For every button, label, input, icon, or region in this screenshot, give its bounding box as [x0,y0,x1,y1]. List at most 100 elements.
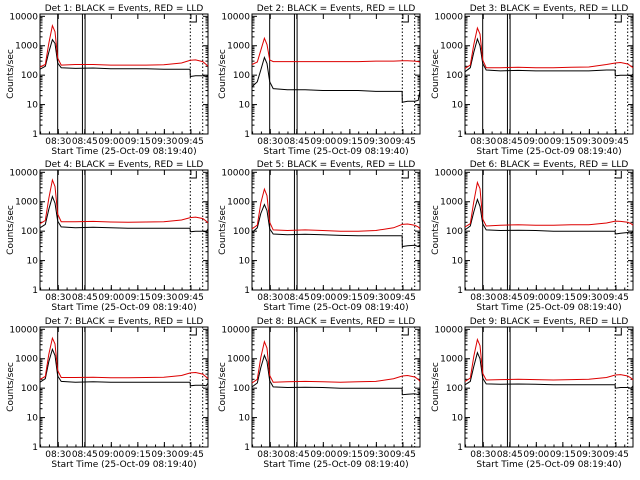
y-tick-label: 10000 [9,168,38,178]
y-tick-label: 10 [239,257,251,267]
series-line-events [251,353,421,396]
y-tick-label: 1000 [15,198,38,208]
x-tick-label: 09:15 [337,137,363,147]
state-bracket-marker [189,328,197,336]
y-axis-label: Counts/sec [6,205,16,255]
series-line-lld [39,24,209,68]
x-tick-label: 09:30 [151,137,177,147]
series-line-lld [251,187,421,232]
y-tick-label: 1 [457,130,463,140]
y-tick-label: 1 [32,130,38,140]
y-tick-label: 100 [233,384,250,394]
x-tick-label: 09:45 [603,293,629,303]
y-axis-label: Counts/sec [6,49,16,99]
y-tick-label: 100 [446,71,463,81]
x-tick-label: 09:00 [523,450,549,460]
panel-det-9: Det 9: BLACK = Events, RED = LLD 1 10 100 10… [431,317,634,470]
y-tick-label: 10 [452,257,464,267]
plot-frame [39,13,209,135]
x-tick-label: 08:45 [284,293,310,303]
plot-frame [464,13,634,135]
y-tick-label: 1 [32,286,38,296]
state-bracket-marker [401,171,409,179]
y-axis-label: Counts/sec [431,205,441,255]
panel-det-8: Det 8: BLACK = Events, RED = LLD 1 10 100 10… [218,317,421,470]
x-axis-label: Start Time (25-Oct-09 08:19:40) [476,147,621,157]
series-line-lld [39,178,209,225]
y-tick-label: 100 [233,227,250,237]
x-tick-label: 09:30 [363,137,389,147]
y-tick-label: 1000 [227,355,250,365]
plot-frame [39,169,209,291]
x-tick-label: 09:30 [576,293,602,303]
x-tick-label: 09:00 [310,137,336,147]
x-tick-label: 09:45 [178,293,204,303]
panel-title: Det 9: BLACK = Events, RED = LLD [470,317,629,327]
plot-frame [39,326,209,448]
x-tick-label: 09:30 [151,293,177,303]
y-tick-label: 100 [21,227,38,237]
state-bracket-marker [614,171,622,179]
x-tick-label: 08:30 [45,293,71,303]
y-tick-label: 10000 [221,168,250,178]
panel-title: Det 5: BLACK = Events, RED = LLD [257,160,416,170]
x-axis-label: Start Time (25-Oct-09 08:19:40) [51,147,196,157]
x-tick-label: 09:00 [98,293,124,303]
y-axis-label: Counts/sec [218,49,228,99]
y-tick-label: 1 [244,443,250,453]
y-tick-label: 100 [21,384,38,394]
panel-title: Det 8: BLACK = Events, RED = LLD [257,317,416,327]
panel-det-2: Det 2: BLACK = Events, RED = LLD 1 10 100 10… [218,4,421,157]
y-tick-label: 10000 [221,12,250,22]
y-tick-label: 1000 [15,355,38,365]
series-line-lld [464,180,634,228]
x-tick-label: 08:45 [72,293,98,303]
y-tick-label: 10000 [434,12,463,22]
x-tick-label: 08:45 [72,450,98,460]
y-axis-label: Counts/sec [218,362,228,412]
series-line-lld [39,336,209,380]
series-line-lld [464,337,634,382]
y-tick-label: 1000 [15,42,38,52]
x-tick-label: 09:15 [337,450,363,460]
y-tick-label: 100 [446,384,463,394]
series-line-events [39,347,209,387]
x-tick-label: 08:45 [497,293,523,303]
x-axis-label: Start Time (25-Oct-09 08:19:40) [263,147,408,157]
panel-title: Det 3: BLACK = Events, RED = LLD [470,4,629,14]
x-axis-label: Start Time (25-Oct-09 08:19:40) [51,460,196,470]
y-tick-label: 1000 [227,42,250,52]
x-tick-label: 08:45 [284,137,310,147]
y-axis-label: Counts/sec [6,362,16,412]
x-tick-label: 09:15 [550,293,576,303]
y-tick-label: 10 [239,101,251,111]
series-line-lld [251,340,421,384]
x-tick-label: 09:00 [523,137,549,147]
x-tick-label: 09:45 [390,450,416,460]
x-tick-label: 09:45 [603,137,629,147]
y-tick-label: 1000 [440,355,463,365]
y-tick-label: 1 [457,286,463,296]
panel-det-4: Det 4: BLACK = Events, RED = LLD 1 10 100 10… [6,160,209,313]
series-line-events [39,38,209,78]
x-tick-label: 09:15 [550,450,576,460]
panel-title: Det 1: BLACK = Events, RED = LLD [45,4,204,14]
y-tick-label: 10 [452,414,464,424]
y-tick-label: 10 [27,101,39,111]
x-tick-label: 09:45 [603,450,629,460]
y-tick-label: 100 [446,227,463,237]
x-tick-label: 09:30 [576,450,602,460]
x-tick-label: 09:45 [390,293,416,303]
panel-det-5: Det 5: BLACK = Events, RED = LLD 1 10 100 10… [218,160,421,313]
state-bracket-marker [614,15,622,23]
y-tick-label: 1 [32,443,38,453]
x-tick-label: 09:00 [98,450,124,460]
y-tick-label: 1000 [440,198,463,208]
series-line-events [464,197,634,235]
x-axis-label: Start Time (25-Oct-09 08:19:40) [476,303,621,313]
series-line-events [464,351,634,389]
panel-det-1: Det 1: BLACK = Events, RED = LLD 1 10 100 10… [6,4,209,157]
panel-det-7: Det 7: BLACK = Events, RED = LLD 1 10 100 10… [6,317,209,470]
y-tick-label: 10000 [9,12,38,22]
x-tick-label: 09:15 [125,293,151,303]
